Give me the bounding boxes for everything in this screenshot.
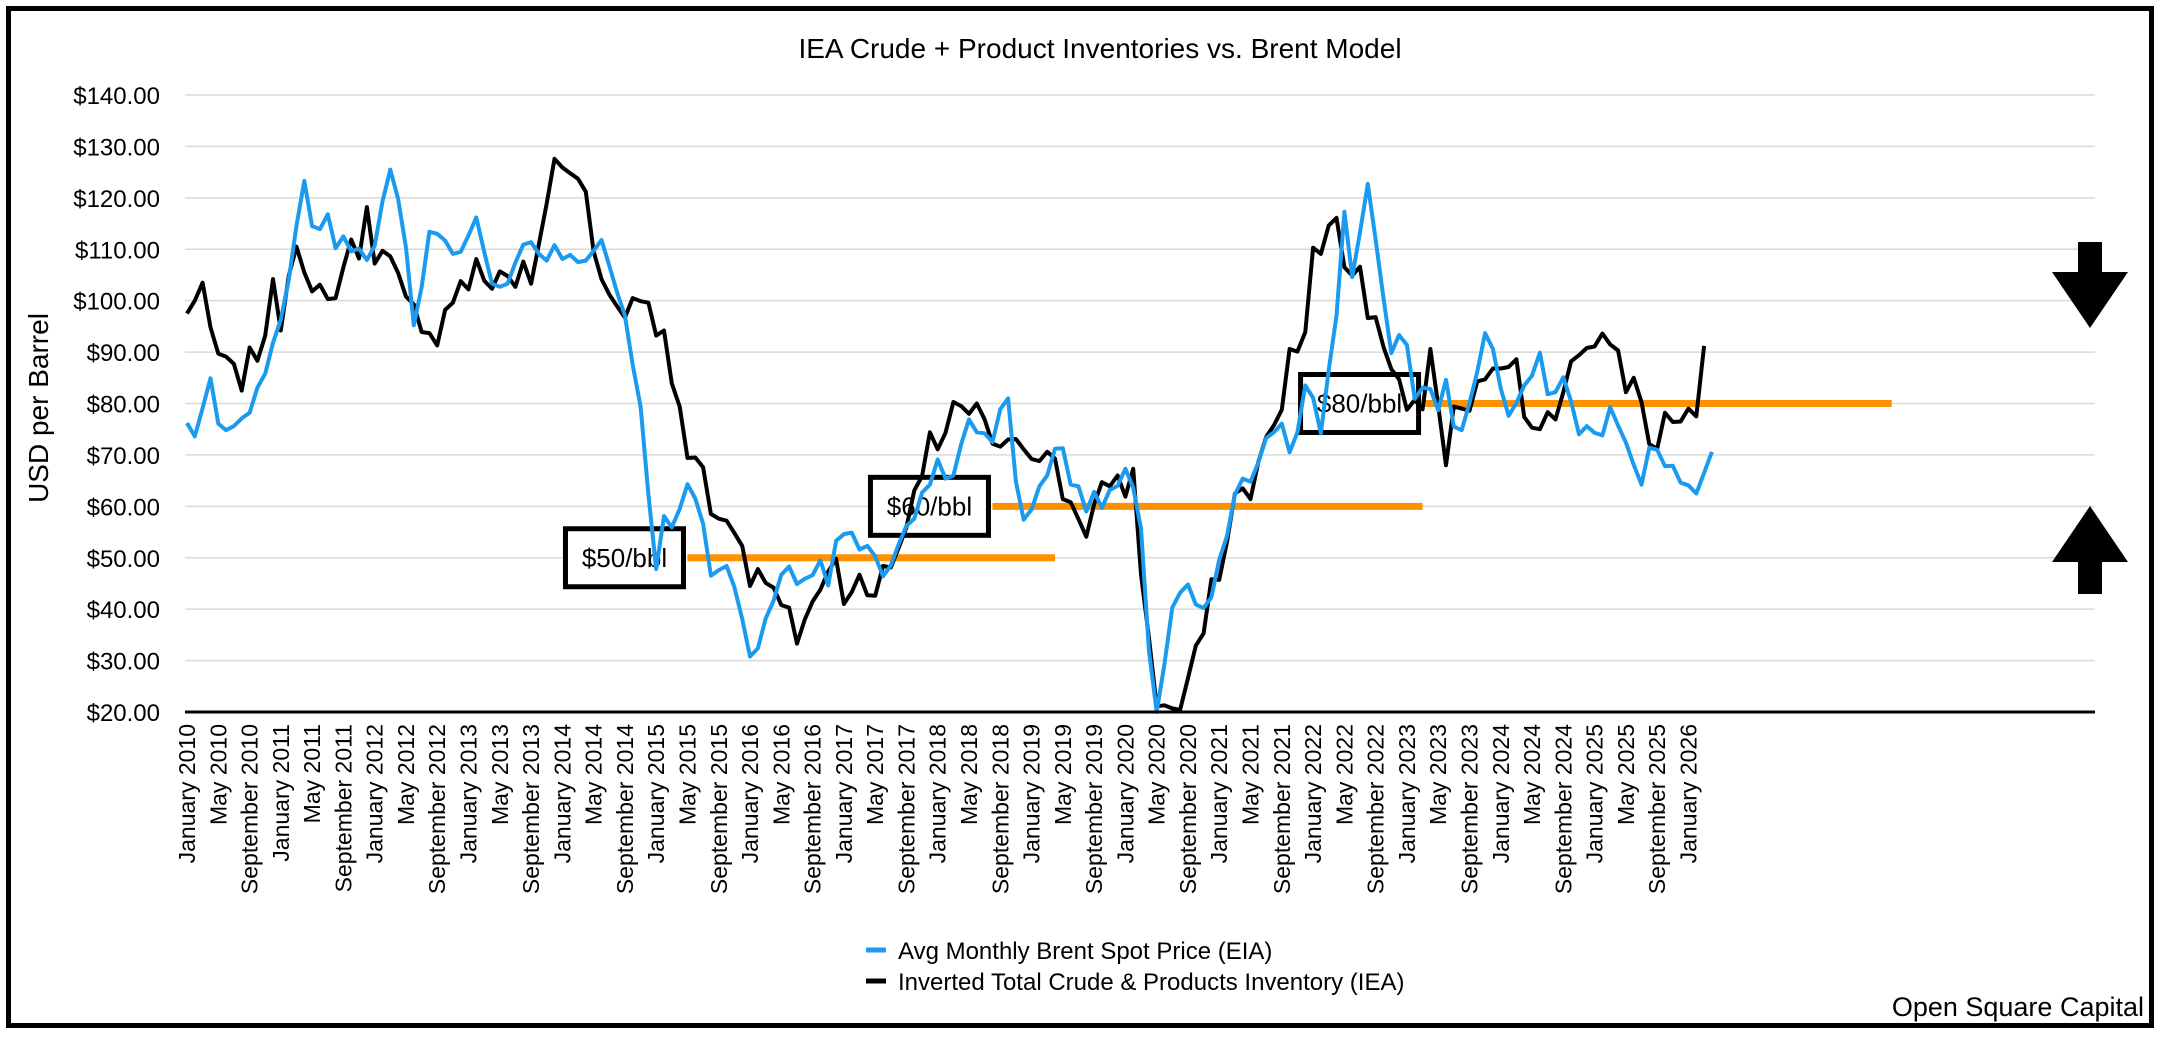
x-tick-label: September 2016: [800, 724, 826, 894]
y-tick-label: $130.00: [73, 134, 160, 161]
x-tick-label: September 2025: [1644, 724, 1670, 894]
x-tick-label: January 2018: [925, 724, 951, 863]
x-tick-label: January 2023: [1394, 724, 1420, 863]
series-line-brent: [185, 167, 1714, 714]
x-tick-label: January 2020: [1112, 724, 1138, 863]
arrows: [2052, 242, 2128, 594]
x-tick-label: May 2010: [205, 724, 231, 825]
gridlines: [185, 94, 2095, 662]
x-tick-label: May 2021: [1238, 724, 1264, 825]
y-tick-label: $80.00: [87, 392, 160, 419]
y-tick-label: $40.00: [87, 597, 160, 624]
x-tick-label: September 2011: [330, 724, 356, 892]
series-line-inventory: [185, 156, 1707, 712]
y-axis-label: USD per Barrel: [23, 313, 54, 503]
y-tick-label: $140.00: [73, 83, 160, 110]
x-tick-label: September 2015: [706, 724, 732, 894]
down-arrow-icon: [2052, 242, 2128, 328]
x-tick-label: May 2013: [487, 724, 513, 825]
reference-label: $60/bbl: [887, 491, 972, 521]
reference-lines: $50/bbl$60/bbl$80/bbl: [562, 372, 1892, 590]
x-tick-label: May 2024: [1519, 724, 1545, 825]
legend: Avg Monthly Brent Spot Price (EIA) Inver…: [866, 938, 1404, 996]
reference-label: $80/bbl: [1317, 389, 1402, 419]
chart-title: IEA Crude + Product Inventories vs. Bren…: [798, 33, 1401, 64]
x-tick-label: September 2017: [893, 724, 919, 894]
y-tick-label: $120.00: [73, 186, 160, 213]
x-tick-label: January 2017: [831, 724, 857, 863]
x-tick-label: September 2020: [1175, 724, 1201, 894]
x-tick-label: May 2017: [862, 724, 888, 825]
x-tick-label: September 2019: [1081, 724, 1107, 894]
y-tick-label: $90.00: [87, 340, 160, 367]
series-lines: [185, 156, 1714, 714]
y-axis-ticks: $20.00 $30.00 $40.00 $50.00 $60.00 $70.00 $80.…: [73, 83, 160, 727]
x-tick-label: May 2020: [1144, 724, 1170, 825]
x-tick-label: January 2022: [1300, 724, 1326, 863]
x-tick-label: January 2010: [174, 724, 200, 863]
y-tick-label: $30.00: [87, 649, 160, 676]
x-tick-label: January 2013: [456, 724, 482, 863]
x-tick-label: January 2014: [549, 724, 575, 864]
x-tick-label: May 2023: [1425, 724, 1451, 825]
x-tick-label: September 2014: [612, 724, 638, 894]
x-tick-label: May 2019: [1050, 724, 1076, 825]
x-tick-label: January 2015: [643, 724, 669, 863]
x-tick-label: May 2014: [581, 724, 607, 825]
chart-frame: [6, 6, 2154, 1028]
x-tick-label: September 2024: [1550, 724, 1576, 894]
x-tick-label: January 2016: [737, 724, 763, 863]
x-tick-label: September 2018: [987, 724, 1013, 894]
x-tick-label: May 2025: [1613, 724, 1639, 825]
x-tick-label: September 2023: [1457, 724, 1483, 894]
x-tick-label: January 2025: [1582, 724, 1608, 863]
x-tick-label: May 2011: [299, 724, 325, 823]
x-tick-label: May 2018: [956, 724, 982, 825]
y-tick-label: $60.00: [87, 494, 160, 521]
x-tick-label: May 2016: [768, 724, 794, 825]
reference-label-box: [867, 474, 991, 538]
x-tick-label: September 2013: [518, 724, 544, 894]
x-tick-label: January 2012: [362, 724, 388, 863]
x-tick-label: September 2022: [1363, 724, 1389, 894]
footer-credit: Open Square Capital: [1892, 992, 2144, 1022]
reference-label-box: [562, 526, 686, 590]
y-tick-label: $100.00: [73, 289, 160, 316]
x-tick-label: May 2022: [1331, 724, 1357, 825]
x-tick-label: September 2010: [237, 724, 263, 894]
legend-label-brent: Avg Monthly Brent Spot Price (EIA): [898, 938, 1272, 965]
x-tick-label: September 2021: [1269, 724, 1295, 894]
x-axis-ticks: January 2010 May 2010 September 2010 Januar…: [174, 724, 1701, 894]
x-tick-label: January 2021: [1206, 724, 1232, 863]
x-tick-label: September 2012: [424, 724, 450, 894]
x-tick-label: January 2024: [1488, 724, 1514, 864]
y-tick-label: $70.00: [87, 443, 160, 470]
y-tick-label: $20.00: [87, 700, 160, 727]
x-tick-label: May 2015: [675, 724, 701, 825]
y-tick-label: $110.00: [75, 237, 160, 264]
legend-label-inventory: Inverted Total Crude & Products Inventor…: [898, 969, 1404, 996]
up-arrow-icon: [2052, 506, 2128, 594]
x-tick-label: January 2019: [1019, 724, 1045, 863]
x-tick-label: January 2011: [268, 724, 294, 862]
x-tick-label: January 2026: [1675, 724, 1701, 863]
x-tick-label: May 2012: [393, 724, 419, 825]
y-tick-label: $50.00: [87, 546, 160, 573]
